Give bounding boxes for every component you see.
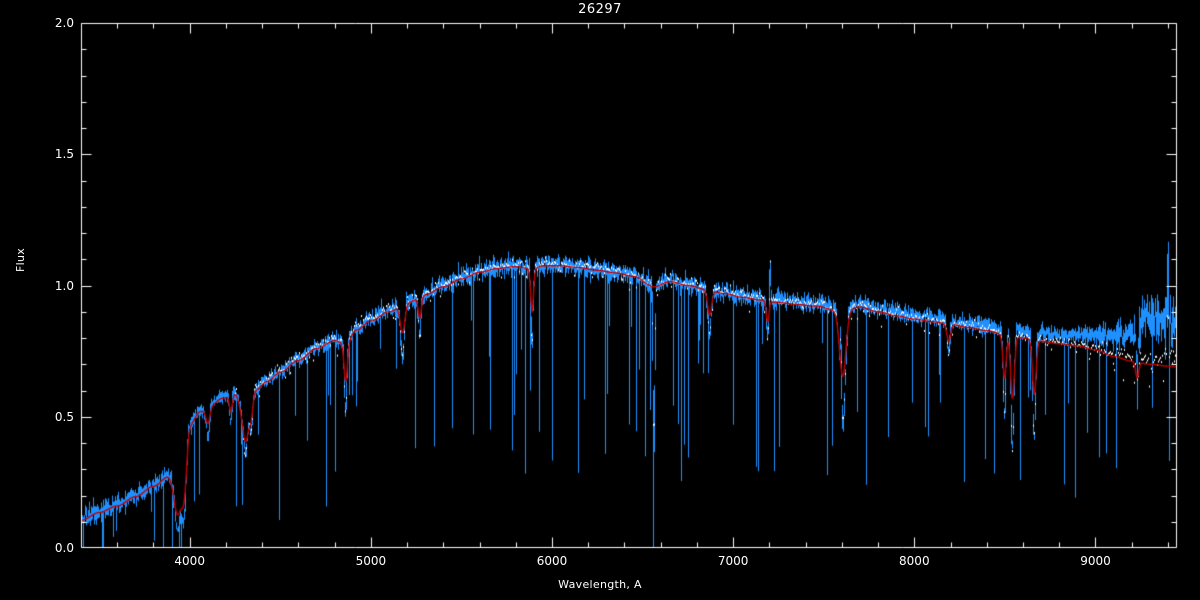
x-tick-label: 4000: [174, 554, 205, 568]
x-tick-label: 8000: [899, 554, 930, 568]
x-tick-label: 6000: [536, 554, 568, 568]
x-tick-label: 9000: [1080, 554, 1111, 568]
y-tick-label: 0.5: [54, 409, 74, 424]
x-tick-label: 7000: [717, 554, 749, 568]
y-axis-label: Flux: [14, 247, 27, 272]
x-tick-label: 5000: [355, 554, 387, 568]
y-tick-label: 1.0: [54, 278, 74, 293]
x-axis-label: Wavelength, A: [558, 578, 642, 591]
y-tick-label: 2.0: [54, 16, 74, 30]
page-title: 26297: [578, 2, 622, 17]
y-tick-label: 1.5: [54, 147, 74, 162]
y-tick-label: 0.0: [54, 541, 74, 555]
